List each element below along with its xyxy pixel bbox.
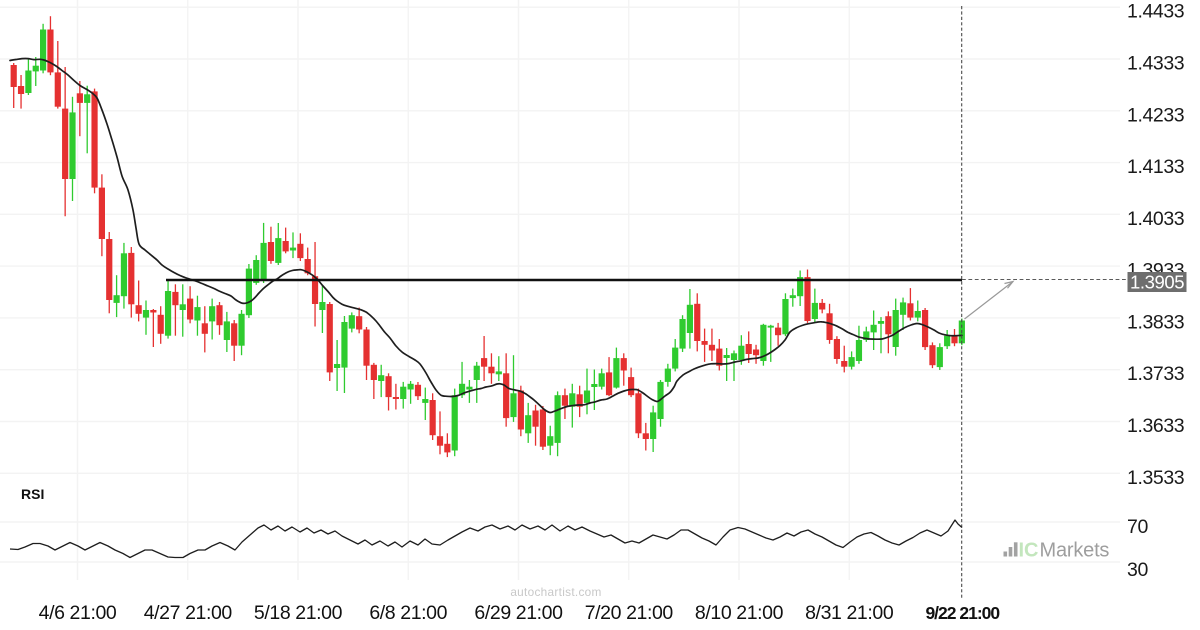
svg-text:8/31 21:00: 8/31 21:00 — [805, 602, 894, 624]
svg-text:1.3905: 1.3905 — [1130, 272, 1184, 293]
svg-text:1.3733: 1.3733 — [1127, 363, 1184, 385]
svg-text:30: 30 — [1127, 559, 1148, 581]
svg-text:4/27 21:00: 4/27 21:00 — [144, 602, 233, 624]
svg-text:IC: IC — [1019, 540, 1039, 562]
svg-text:1.3633: 1.3633 — [1127, 415, 1184, 437]
svg-text:9/22 21:00: 9/22 21:00 — [925, 603, 1000, 623]
svg-text:1.4433: 1.4433 — [1127, 1, 1184, 23]
svg-text:5/18 21:00: 5/18 21:00 — [254, 602, 343, 624]
svg-text:6/29 21:00: 6/29 21:00 — [474, 602, 563, 624]
svg-text:1.4333: 1.4333 — [1127, 53, 1184, 75]
svg-text:RSI: RSI — [21, 486, 44, 502]
svg-text:Markets: Markets — [1040, 540, 1110, 562]
svg-text:1.3533: 1.3533 — [1127, 467, 1184, 489]
svg-text:1.4033: 1.4033 — [1127, 208, 1184, 230]
svg-text:4/6 21:00: 4/6 21:00 — [39, 602, 117, 624]
svg-text:6/8 21:00: 6/8 21:00 — [369, 602, 447, 624]
svg-text:1.4133: 1.4133 — [1127, 156, 1184, 178]
svg-text:1.3833: 1.3833 — [1127, 311, 1184, 333]
svg-text:7/20 21:00: 7/20 21:00 — [585, 602, 674, 624]
svg-text:1.4233: 1.4233 — [1127, 104, 1184, 126]
svg-text:8/10 21:00: 8/10 21:00 — [695, 602, 784, 624]
svg-text:70: 70 — [1127, 516, 1148, 538]
svg-text:autochartist.com: autochartist.com — [510, 585, 601, 599]
